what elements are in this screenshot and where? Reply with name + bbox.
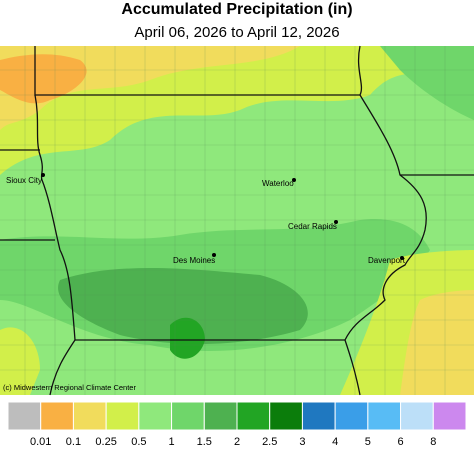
legend-swatch — [72, 401, 107, 431]
city-label: Davenport — [368, 256, 406, 265]
legend-swatch — [203, 401, 238, 431]
legend-label: 2 — [234, 436, 240, 448]
legend-label: 0.25 — [95, 436, 116, 448]
legend-label: 3 — [299, 436, 305, 448]
legend-swatch — [400, 401, 434, 431]
legend-swatch — [269, 401, 303, 431]
city-label: Sioux City — [6, 176, 42, 185]
legend-label: 1.5 — [197, 436, 212, 448]
legend-label: 5 — [365, 436, 371, 448]
legend-label: 0.01 — [30, 436, 51, 448]
legend-swatch — [105, 401, 140, 431]
legend-swatch — [236, 401, 271, 431]
legend-label: 1 — [169, 436, 175, 448]
legend-swatch — [7, 401, 42, 431]
legend-swatch — [171, 401, 205, 431]
legend-swatch — [367, 401, 402, 431]
subtitle: April 06, 2026 to April 12, 2026 — [134, 24, 339, 41]
city-label: Des Moines — [173, 256, 215, 265]
title: Accumulated Precipitation (in) — [121, 1, 352, 18]
legend-label: 0.5 — [131, 436, 146, 448]
credit: (c) Midwestern Regional Climate Center — [3, 383, 136, 392]
map: Sioux City Waterloo Cedar Rapids Des Moi… — [0, 45, 474, 396]
legend-swatch — [432, 401, 467, 431]
legend-label: 8 — [430, 436, 436, 448]
city-label: Waterloo — [262, 179, 294, 188]
legend-swatch — [40, 401, 74, 431]
legend-label: 0.1 — [66, 436, 81, 448]
legend: 0.01 0.1 0.25 0.5 1 1.5 2 2.5 3 4 5 6 8 — [7, 401, 467, 448]
legend-label: 2.5 — [262, 436, 277, 448]
legend-swatch — [301, 401, 336, 431]
legend-label: 6 — [398, 436, 404, 448]
city-label: Cedar Rapids — [288, 222, 337, 231]
legend-swatch — [138, 401, 173, 431]
legend-label: 4 — [332, 436, 338, 448]
legend-swatch — [334, 401, 369, 431]
